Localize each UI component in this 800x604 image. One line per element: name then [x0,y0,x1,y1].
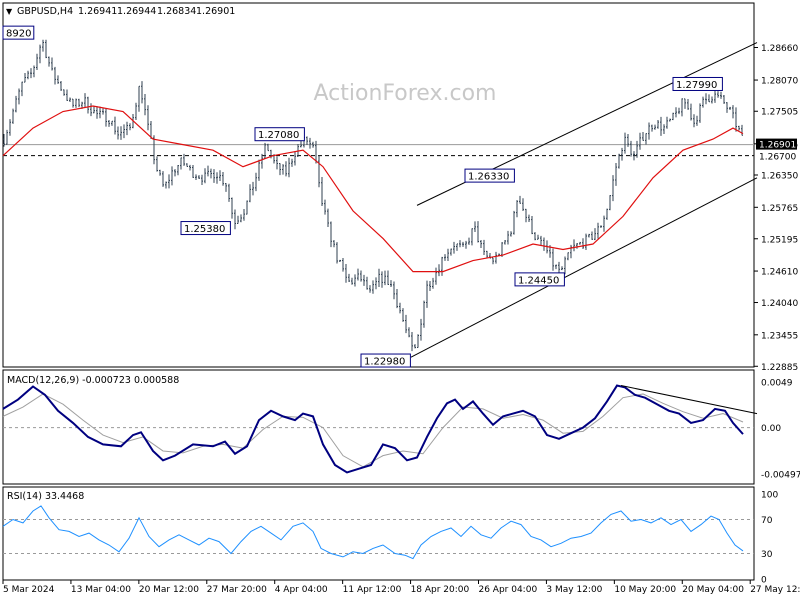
swing-label-box [464,168,515,183]
x-tick-label: 11 Apr 12:00 [343,585,402,595]
macd-trend-line [620,385,758,415]
x-tick-label: 27 May 12:00 [750,585,800,595]
swing-label: 1.27080 [254,127,305,142]
price-y-tick-label: 1.22885 [761,363,798,373]
open-value: 1.26941 [78,6,117,17]
swing-label-text: 1.22980 [364,357,405,368]
x-tick-label: 20 May 04:00 [682,585,744,595]
axes: 1.286601.280701.275051.269151.263501.257… [2,44,800,595]
swing-label: 1.25380 [180,221,231,236]
x-tick-label: 3 May 12:00 [546,585,602,595]
macd-main-line [2,384,744,474]
price-y-tick-label: 1.28660 [761,44,798,54]
rsi-line [2,505,744,560]
channel-line-2 [410,177,758,358]
macd-title: MACD(12,26,9) -0.000723 0.000588 [7,375,179,386]
swing-label: 1.24450 [514,272,565,287]
price-plot: 8920 1.27080 1.25380 1.22980 1.26330 1.24450 1… [2,25,758,368]
x-tick-label: 4 Apr 04:00 [275,585,328,595]
rsi-y-tick-label: 70 [761,516,773,526]
x-tick-label: 10 May 20:00 [614,585,676,595]
x-tick-label: 20 Mar 12:00 [139,585,199,595]
macd-y-tick-label: 0.0049 [761,378,793,388]
level-price-tag-text: 1.26700 [759,153,796,163]
symbol-label: GBPUSD,H4 [17,6,73,17]
swing-label-box [180,221,231,236]
current-price-tag: 1.26901 [756,138,797,151]
swing-label: 1.22980 [360,353,411,368]
rsi-panel-frame [2,486,755,581]
x-tick-label: 18 Apr 20:00 [411,585,470,595]
macd-y-tick-label: -0.004978 [761,471,800,481]
x-tick-label: 26 Apr 04:00 [478,585,537,595]
macd-plot [2,384,758,474]
swing-label-text: 1.24450 [518,275,559,286]
swing-label: 1.26330 [464,168,515,183]
swing-label-text: 8920 [6,29,31,40]
rsi-y-tick-label: 100 [761,491,778,501]
swing-label-text: 1.26330 [468,172,509,183]
swing-label-box [360,353,411,368]
swing-label: 8920 [2,25,35,40]
swing-label-box [672,76,723,91]
price-y-tick-label: 1.26350 [761,172,798,182]
swing-label-box [2,25,35,40]
swing-label-text: 1.25380 [184,224,225,235]
high-value: 1.26944 [117,6,156,17]
close-value: 1.26901 [196,6,235,17]
price-y-tick-label: 1.23455 [761,331,798,341]
price-panel-frame [2,2,755,368]
x-tick-label: 13 Mar 04:00 [71,585,131,595]
price-y-tick-label: 1.25765 [761,204,798,214]
current-price-tag-box [756,138,797,150]
x-tick-label: 27 Mar 20:00 [207,585,267,595]
moving-average-line [2,105,744,273]
level-price-tag: 1.26700 [756,150,797,163]
swing-label: 1.27990 [672,76,723,91]
swing-label-text: 1.27080 [258,130,299,141]
x-tick-label: 5 Mar 2024 [3,585,55,595]
rsi-y-tick-label: 30 [761,550,773,560]
low-value: 1.26834 [157,6,196,17]
price-y-tick-label: 1.24610 [761,268,798,278]
price-y-tick-label: 1.25195 [761,235,798,245]
macd-panel-frame [2,369,755,485]
rsi-y-tick-label: 0 [761,576,767,586]
watermark-text: ActionForex.com [314,81,497,106]
swing-label-box [254,127,305,142]
price-y-tick-label: 1.27505 [761,108,798,118]
current-price-tag-text: 1.26901 [759,141,796,151]
level-price-tag-box [756,150,797,162]
price-y-tick-label: 1.24040 [761,299,798,309]
rsi-title: RSI(14) 33.4468 [7,491,84,502]
price-y-tick-label: 1.28070 [761,77,798,87]
chart-header: ▼ GBPUSD,H4 1.26941 1.26944 1.26834 1.26… [6,6,235,17]
macd-y-tick-label: 0.00 [761,424,781,434]
swing-label-text: 1.27990 [676,80,717,91]
rsi-plot [2,505,754,560]
collapse-triangle-icon[interactable]: ▼ [6,7,13,16]
swing-label-box [514,272,565,287]
